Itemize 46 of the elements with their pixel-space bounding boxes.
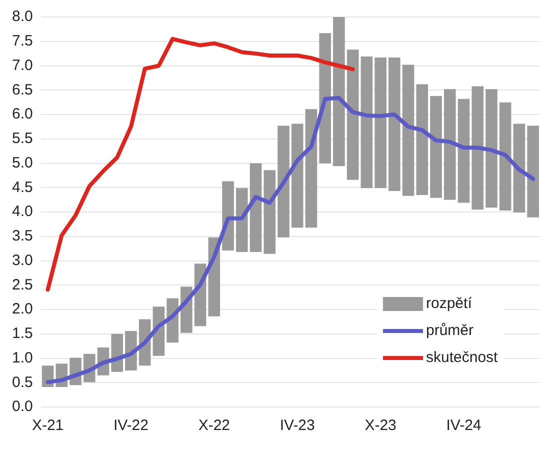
y-tick-label: 4.0 [12,203,33,220]
y-tick-label: 0.5 [12,374,33,391]
x-tick-label: IV-23 [280,417,315,434]
bar [472,86,484,210]
x-tick-label: IV-22 [113,417,148,434]
bar [374,57,386,188]
y-tick-label: 4.5 [12,178,33,196]
legend-label: skutečnost [426,349,498,366]
bar [486,89,498,208]
bar [360,56,373,188]
bar [499,102,512,211]
y-tick-label: 5.5 [12,130,33,148]
bar [346,50,359,180]
bar [527,126,539,218]
bar [430,96,442,198]
bar [250,163,262,252]
y-tick-label: 2.5 [12,276,33,294]
y-tick-label: 5.0 [12,154,33,172]
y-tick-label: 7.0 [12,56,33,74]
y-tick-label: 1.5 [12,325,33,342]
bar [236,188,248,252]
y-tick-label: 6.0 [12,106,33,123]
bar [458,98,470,203]
bar [291,124,304,228]
y-tick-label: 1.0 [12,349,33,366]
y-tick-label: 8.0 [12,8,33,26]
legend-label: průměr [426,322,474,339]
bar [513,124,526,212]
x-tick-label: X-22 [198,417,230,434]
y-tick-label: 3.0 [12,252,33,269]
bar [444,89,456,200]
y-tick-label: 3.5 [12,228,33,245]
bar [402,64,414,196]
y-tick-label: 2.0 [12,300,33,318]
y-tick-label: 6.5 [12,81,33,98]
bar [416,84,428,195]
bar [333,17,345,166]
x-tick-label: IV-24 [446,417,482,434]
y-tick-label: 0.0 [12,398,33,416]
bar [264,170,276,254]
bar [388,57,400,192]
legend-label: rozpětí [426,295,472,312]
x-tick-label: X-23 [364,417,396,434]
y-tick-label: 7.5 [12,32,33,50]
x-tick-label: X-21 [32,417,64,434]
bar [278,126,290,238]
